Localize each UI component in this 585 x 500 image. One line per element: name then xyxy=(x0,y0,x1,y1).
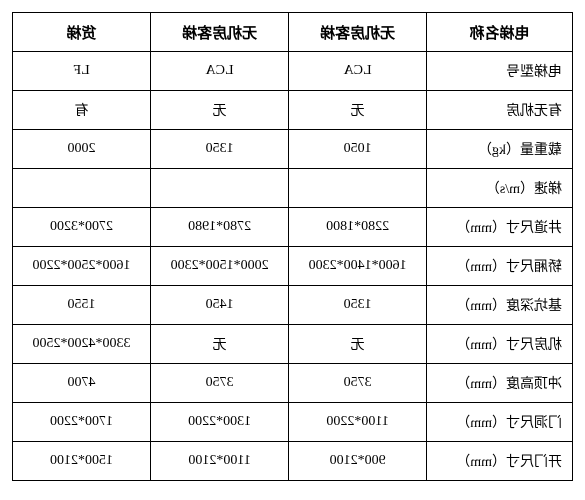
cell: 3750 xyxy=(289,364,427,403)
table-row: 冲顶高度（mm） 3750 3750 4700 xyxy=(13,364,573,403)
row-label: 井道尺寸（mm） xyxy=(427,208,573,247)
cell: 3300*4200*2500 xyxy=(13,325,151,364)
table-row: 有无机房 无 无 有 xyxy=(13,91,573,130)
table-row: 载重量（kg） 1050 1350 2000 xyxy=(13,130,573,169)
cell: 1100*2100 xyxy=(151,442,289,481)
row-label: 轿厢尺寸（mm） xyxy=(427,247,573,286)
cell: 3750 xyxy=(151,364,289,403)
row-label: 冲顶高度（mm） xyxy=(427,364,573,403)
table-row: 梯速（m/s） xyxy=(13,169,573,208)
cell xyxy=(13,169,151,208)
row-label: 机房尺寸（mm） xyxy=(427,325,573,364)
cell: 2000*1500*2300 xyxy=(151,247,289,286)
cell: 1700*2200 xyxy=(13,403,151,442)
row-label: 载重量（kg） xyxy=(427,130,573,169)
header-col1: 无机房客梯 xyxy=(289,13,427,52)
cell: LCA xyxy=(151,52,289,91)
cell: 1600*1400*2300 xyxy=(289,247,427,286)
table-row: 电梯型号 LCA LCA LF xyxy=(13,52,573,91)
cell: 4700 xyxy=(13,364,151,403)
table-row: 井道尺寸（mm） 2280*1800 2780*1980 2700*3200 xyxy=(13,208,573,247)
table-row: 轿厢尺寸（mm） 1600*1400*2300 2000*1500*2300 1… xyxy=(13,247,573,286)
cell: 1350 xyxy=(289,286,427,325)
cell xyxy=(289,169,427,208)
cell: 有 xyxy=(13,91,151,130)
cell: 900*2100 xyxy=(289,442,427,481)
row-label: 梯速（m/s） xyxy=(427,169,573,208)
row-label: 基坑深度（mm） xyxy=(427,286,573,325)
row-label: 电梯型号 xyxy=(427,52,573,91)
cell: 1600*2500*2200 xyxy=(13,247,151,286)
table-row: 门洞尺寸（mm） 1100*2200 1300*2200 1700*2200 xyxy=(13,403,573,442)
cell: 无 xyxy=(151,325,289,364)
header-col2: 无机房客梯 xyxy=(151,13,289,52)
cell: 无 xyxy=(289,325,427,364)
cell: 无 xyxy=(151,91,289,130)
header-col3: 货梯 xyxy=(13,13,151,52)
table-row: 机房尺寸（mm） 无 无 3300*4200*2500 xyxy=(13,325,573,364)
table-header-row: 电梯名称 无机房客梯 无机房客梯 货梯 xyxy=(13,13,573,52)
table-row: 开门尺寸（mm） 900*2100 1100*2100 1500*2100 xyxy=(13,442,573,481)
table-body: 电梯型号 LCA LCA LF 有无机房 无 无 有 载重量（kg） 1050 … xyxy=(13,52,573,481)
table-row: 基坑深度（mm） 1350 1450 1550 xyxy=(13,286,573,325)
cell: 1050 xyxy=(289,130,427,169)
cell: 2000 xyxy=(13,130,151,169)
cell: LF xyxy=(13,52,151,91)
cell: 1450 xyxy=(151,286,289,325)
row-label: 有无机房 xyxy=(427,91,573,130)
cell: 1100*2200 xyxy=(289,403,427,442)
cell: 1500*2100 xyxy=(13,442,151,481)
cell: 1350 xyxy=(151,130,289,169)
cell: 1550 xyxy=(13,286,151,325)
cell: 2700*3200 xyxy=(13,208,151,247)
cell xyxy=(151,169,289,208)
cell: LCA xyxy=(289,52,427,91)
elevator-spec-table: 电梯名称 无机房客梯 无机房客梯 货梯 电梯型号 LCA LCA LF 有无机房… xyxy=(12,12,573,481)
cell: 1300*2200 xyxy=(151,403,289,442)
cell: 2280*1800 xyxy=(289,208,427,247)
cell: 无 xyxy=(289,91,427,130)
row-label: 门洞尺寸（mm） xyxy=(427,403,573,442)
row-label: 开门尺寸（mm） xyxy=(427,442,573,481)
cell: 2780*1980 xyxy=(151,208,289,247)
header-name: 电梯名称 xyxy=(427,13,573,52)
